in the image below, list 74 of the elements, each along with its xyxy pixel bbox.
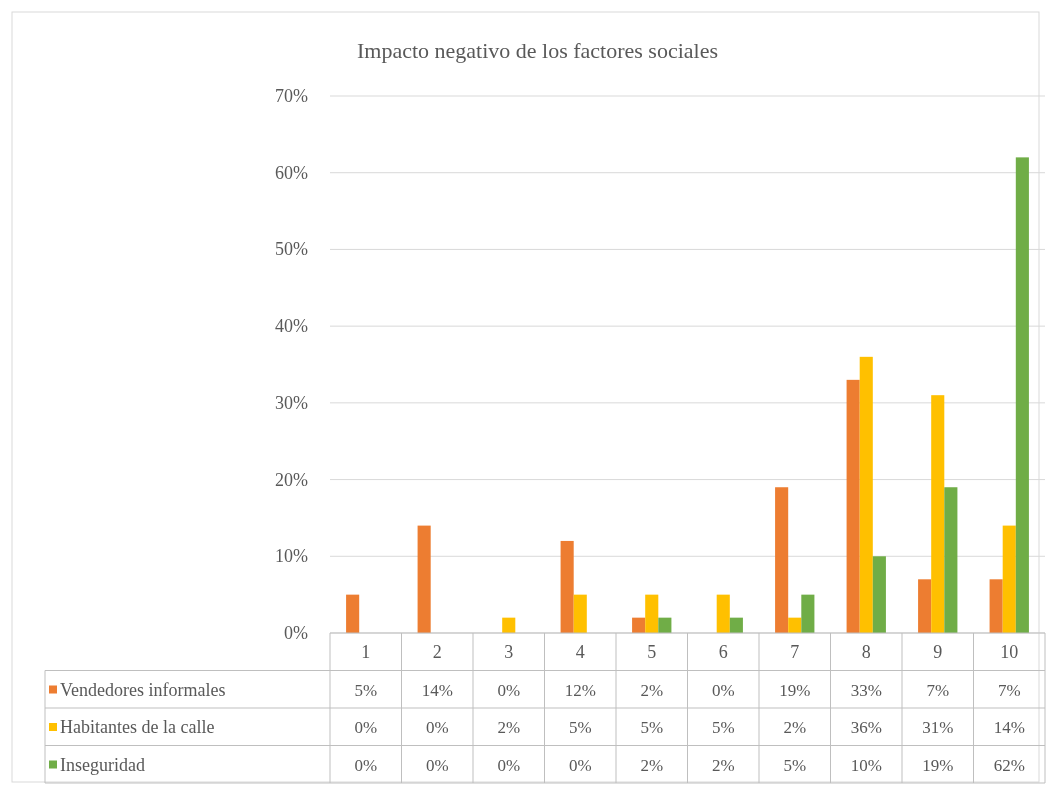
data-label: 0%: [354, 755, 378, 775]
data-label: 0%: [497, 680, 521, 700]
data-label: 14%: [421, 680, 453, 700]
bar: [502, 617, 516, 633]
bar: [573, 594, 587, 633]
data-label: 2%: [711, 755, 735, 775]
bar: [645, 594, 659, 633]
data-label: 0%: [425, 718, 449, 737]
x-tick-label: 10: [1000, 642, 1019, 662]
bar: [859, 356, 873, 633]
data-label: 0%: [568, 755, 592, 775]
y-tick-label: 40%: [275, 316, 308, 337]
bar: [658, 617, 672, 633]
y-tick-label: 60%: [275, 162, 308, 183]
data-label: 12%: [564, 680, 596, 700]
bar: [729, 617, 743, 633]
x-tick-label: 4: [575, 642, 585, 662]
data-label: 5%: [640, 718, 664, 737]
x-tick-label: 1: [361, 642, 371, 662]
data-label: 7%: [926, 680, 950, 700]
bar: [632, 617, 646, 633]
data-label: 62%: [993, 755, 1025, 775]
bar: [1002, 525, 1016, 633]
legend-label: Habitantes de la calle: [60, 717, 215, 737]
data-label: 5%: [568, 718, 592, 737]
data-label: 36%: [850, 718, 882, 737]
y-tick-label: 20%: [275, 469, 308, 490]
x-tick-label: 7: [790, 642, 800, 662]
x-tick-label: 5: [647, 642, 657, 662]
chart-title: Impacto negativo de los factores sociales: [356, 38, 719, 63]
bar: [775, 487, 789, 633]
data-label: 5%: [711, 718, 735, 737]
data-label: 7%: [997, 680, 1021, 700]
x-tick-label: 2: [432, 642, 442, 662]
y-tick-label: 70%: [275, 86, 308, 106]
bar: [989, 579, 1003, 633]
bar: [346, 594, 360, 633]
data-label: 0%: [354, 718, 378, 737]
bar: [788, 617, 802, 633]
y-tick-label: 30%: [275, 392, 308, 413]
x-tick-label: 9: [933, 642, 943, 662]
data-label: 5%: [783, 755, 807, 775]
data-label: 0%: [711, 680, 735, 700]
bar: [872, 556, 886, 633]
data-label: 10%: [850, 755, 882, 775]
data-label: 2%: [640, 680, 664, 700]
bar: [918, 579, 932, 633]
bar: [716, 594, 730, 633]
bar: [944, 487, 958, 633]
x-tick-label: 3: [504, 642, 514, 662]
bar: [931, 395, 945, 633]
data-label: 33%: [850, 680, 882, 700]
legend-label: Inseguridad: [60, 754, 145, 775]
x-tick-label: 8: [861, 642, 871, 662]
y-tick-label: 10%: [275, 546, 308, 567]
bar: [417, 525, 431, 633]
x-tick-label: 6: [718, 642, 728, 662]
data-label: 31%: [922, 718, 954, 737]
data-label: 19%: [779, 680, 811, 700]
data-label: 2%: [640, 755, 664, 775]
data-label: 14%: [993, 718, 1025, 737]
bar: [801, 594, 815, 633]
y-tick-label: 0%: [284, 623, 308, 643]
data-label: 0%: [425, 755, 449, 775]
data-label: 19%: [922, 755, 954, 775]
data-label: 0%: [497, 755, 521, 775]
legend-label: Vendedores informales: [60, 679, 226, 700]
bar: [1015, 157, 1029, 633]
bar: [846, 379, 860, 633]
data-label: 2%: [783, 718, 807, 737]
data-label: 5%: [354, 680, 378, 700]
bar: [560, 540, 574, 633]
data-label: 2%: [497, 718, 521, 737]
y-tick-label: 50%: [275, 239, 308, 260]
